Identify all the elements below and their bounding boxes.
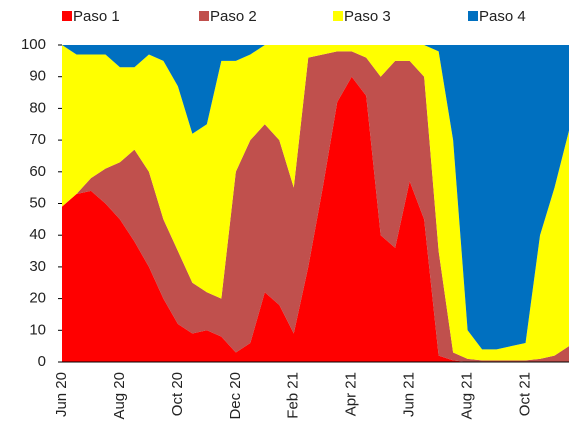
y-tick-label: 100 xyxy=(21,36,46,53)
x-tick-label: Aug 20 xyxy=(111,372,128,420)
y-tick-label: 30 xyxy=(29,258,46,275)
y-tick-label: 40 xyxy=(29,226,46,243)
y-tick-label: 20 xyxy=(29,290,46,307)
x-tick-label: Oct 21 xyxy=(517,372,534,416)
y-tick-label: 70 xyxy=(29,131,46,148)
area xyxy=(62,51,569,363)
x-tick-label: Dec 20 xyxy=(227,372,244,420)
legend-swatch xyxy=(468,11,478,21)
x-tick-label: Feb 21 xyxy=(285,372,302,419)
area xyxy=(62,45,569,350)
y-tick-label: 60 xyxy=(29,163,46,180)
legend-swatch xyxy=(333,11,343,21)
y-tick-label: 80 xyxy=(29,99,46,116)
legend-label: Paso 1 xyxy=(73,8,120,25)
legend-label: Paso 2 xyxy=(210,8,257,25)
y-tick-label: 0 xyxy=(38,353,46,370)
area xyxy=(62,45,569,361)
area xyxy=(62,76,569,362)
x-tick-label: Oct 20 xyxy=(169,372,186,416)
legend-swatch xyxy=(199,11,209,21)
y-tick-label: 10 xyxy=(29,321,46,338)
x-tick-label: Aug 21 xyxy=(459,372,476,420)
x-tick-label: Jun 21 xyxy=(401,372,418,417)
legend-label: Paso 4 xyxy=(479,8,526,25)
legend-label: Paso 3 xyxy=(344,8,391,25)
y-tick-label: 50 xyxy=(29,194,46,211)
y-tick-label: 90 xyxy=(29,68,46,85)
legend-swatch xyxy=(62,11,72,21)
x-tick-label: Jun 20 xyxy=(53,372,70,417)
x-tick-label: Apr 21 xyxy=(343,372,360,416)
